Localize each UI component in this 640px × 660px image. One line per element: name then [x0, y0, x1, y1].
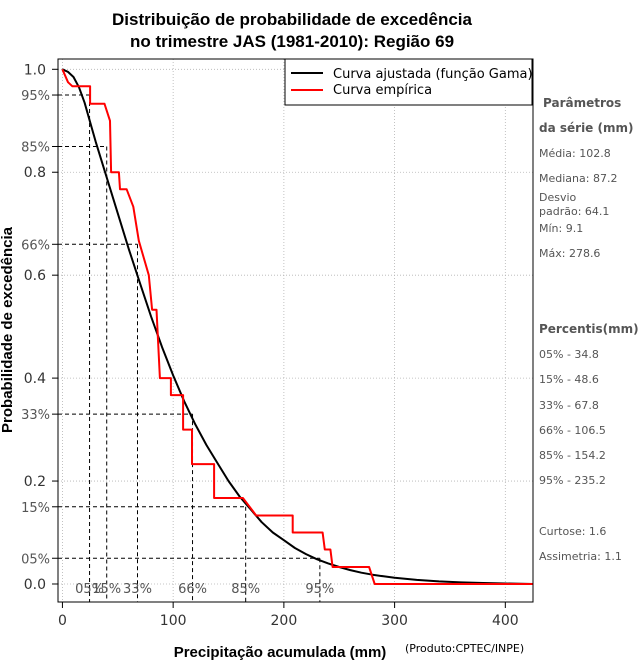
- legend-label-fitted: Curva ajustada (função Gama): [333, 67, 533, 82]
- percentile-x-label: 66%: [178, 582, 207, 597]
- plot-frame: [57, 58, 534, 603]
- percentil-05: 05% - 34.8: [539, 348, 599, 361]
- percentis-heading: Percentis(mm): [539, 322, 639, 336]
- percentil-15: 15% - 48.6: [539, 373, 599, 386]
- params-heading-2: da série (mm): [539, 121, 633, 135]
- percentile-x-label: 33%: [123, 582, 152, 597]
- percentil-95: 95% - 235.2: [539, 474, 606, 487]
- stat-max: Máx: 278.6: [539, 247, 600, 260]
- chart-title-line-1: Distribuição de probabilidade de excedên…: [112, 10, 472, 29]
- stat-desvio-1: Desvio: [539, 191, 577, 204]
- percentile-y-label: 95%: [21, 89, 50, 104]
- product-credit: (Produto:CPTEC/INPE): [405, 642, 524, 655]
- fitted-gamma-curve: [61, 68, 534, 585]
- percentile-x-label: 05%: [75, 582, 104, 597]
- stat-min: Mín: 9.1: [539, 222, 583, 235]
- y-tick-label: 0.8: [24, 165, 46, 181]
- percentile-y-label: 33%: [21, 408, 50, 423]
- y-tick-label: 1.0: [24, 62, 46, 78]
- x-tick-label: 0: [58, 613, 67, 629]
- series-layer: [61, 68, 534, 585]
- percentil-66: 66% - 106.5: [539, 424, 606, 437]
- percentile-x-label: 95%: [305, 582, 334, 597]
- legend-label-empirical: Curva empírica: [333, 83, 432, 98]
- grid-layer: [58, 59, 533, 602]
- axis-layer: 0 100 200 300 400 1.0 0.8 0.6 0.4 0.2 0.0 95% 05% 85%…: [21, 62, 519, 629]
- percentile-y-label: 85%: [21, 140, 50, 155]
- x-tick-label: 300: [381, 613, 408, 629]
- legend-box: [284, 58, 533, 106]
- stat-media: Média: 102.8: [539, 147, 611, 160]
- y-tick-label: 0.0: [24, 577, 46, 593]
- x-tick-label: 400: [492, 613, 519, 629]
- stat-mediana: Mediana: 87.2: [539, 172, 617, 185]
- empirical-curve: [61, 68, 533, 585]
- stat-assimetria: Assimetria: 1.1: [539, 550, 622, 563]
- y-axis-label: Probabilidade de excedência: [0, 226, 16, 433]
- x-tick-label: 100: [160, 613, 187, 629]
- chart-title-line-2: no trimestre JAS (1981-2010): Região 69: [130, 32, 454, 51]
- y-tick-label: 0.6: [24, 268, 46, 284]
- legend: Curva ajustada (função Gama) Curva empír…: [284, 58, 533, 106]
- stat-desvio-2: padrão: 64.1: [539, 205, 609, 218]
- percentile-y-label: 15%: [21, 501, 50, 516]
- stats-panel: Parâmetros da série (mm) Média: 102.8 Me…: [539, 96, 639, 563]
- params-heading-1: Parâmetros: [543, 96, 621, 110]
- stat-curtose: Curtose: 1.6: [539, 525, 606, 538]
- y-tick-label: 0.2: [24, 474, 46, 490]
- percentile-x-label: 15%: [92, 582, 121, 597]
- x-axis-label: Precipitação acumulada (mm): [174, 644, 387, 660]
- percentile-y-label: 05%: [21, 552, 50, 567]
- percentile-x-label: 85%: [231, 582, 260, 597]
- percentile-guides: [58, 94, 321, 602]
- percentile-y-label: 66%: [21, 238, 50, 253]
- y-tick-label: 0.4: [24, 371, 46, 387]
- x-tick-label: 200: [271, 613, 298, 629]
- percentil-85: 85% - 154.2: [539, 449, 606, 462]
- percentil-33: 33% - 67.8: [539, 399, 599, 412]
